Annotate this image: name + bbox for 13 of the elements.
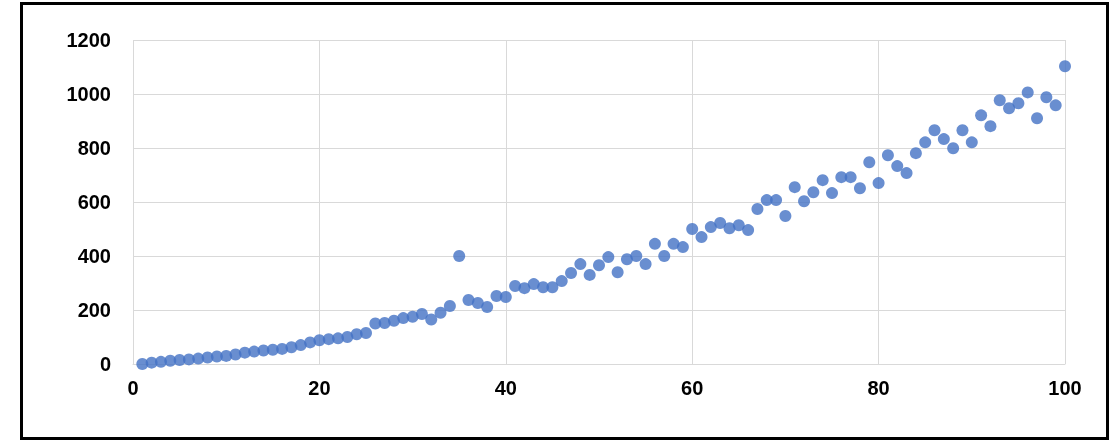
y-tick-label: 0 (99, 353, 111, 375)
y-tick-label: 800 (77, 137, 111, 159)
y-tick-label: 600 (77, 191, 111, 213)
x-tick-label: 80 (867, 377, 890, 399)
x-tick-label: 0 (127, 377, 139, 399)
y-tick-label: 400 (77, 245, 111, 267)
y-tick-label: 200 (77, 299, 111, 321)
y-tick-label: 1000 (66, 83, 111, 105)
y-tick-label: 1200 (66, 29, 111, 51)
x-tick-label: 20 (308, 377, 331, 399)
x-tick-label: 100 (1048, 377, 1082, 399)
x-tick-label: 60 (681, 377, 704, 399)
x-tick-label: 40 (494, 377, 517, 399)
